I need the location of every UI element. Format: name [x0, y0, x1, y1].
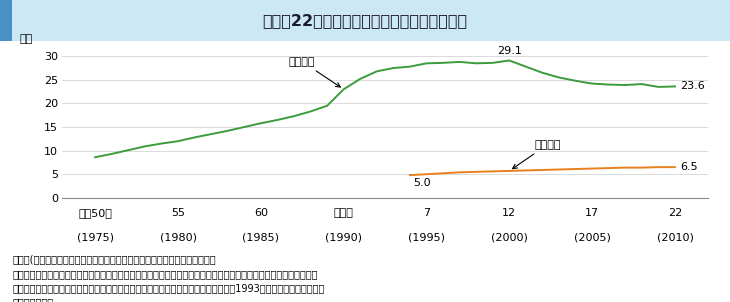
Text: (2000): (2000)	[491, 233, 528, 243]
Text: (1995): (1995)	[408, 233, 445, 243]
Y-axis label: 兆円: 兆円	[20, 34, 33, 44]
FancyBboxPatch shape	[0, 0, 12, 41]
Text: しない。: しない。	[12, 297, 53, 302]
Text: 外食産業: 外食産業	[289, 57, 340, 87]
Text: 中食産業: 中食産業	[512, 140, 561, 169]
Text: (2005): (2005)	[574, 233, 610, 243]
Text: 資料：(財）食の安全・安心財団付属機関外食産業総合調査研究センター調べ: 資料：(財）食の安全・安心財団付属機関外食産業総合調査研究センター調べ	[12, 254, 216, 265]
Text: 29.1: 29.1	[497, 46, 522, 56]
Text: 5.0: 5.0	[412, 178, 430, 188]
Text: 昭和50年: 昭和50年	[78, 208, 112, 218]
Text: 注：中食産業の市場規模は、「料理品小売業」の市場規模に百貨店や小売店等でのそう菜等の販売額を合計したも: 注：中食産業の市場規模は、「料理品小売業」の市場規模に百貨店や小売店等でのそう菜…	[12, 269, 318, 279]
Text: (2010): (2010)	[656, 233, 693, 243]
Text: 7: 7	[423, 208, 430, 218]
Text: の。外食産業の市場規模には中食産業の市場規模は含まない。また、平成５（1993）年以前のデータは存在: の。外食産業の市場規模には中食産業の市場規模は含まない。また、平成５（1993）…	[12, 283, 325, 293]
Text: (1990): (1990)	[325, 233, 362, 243]
Text: 6.5: 6.5	[680, 162, 698, 172]
Text: 60: 60	[254, 208, 268, 218]
Text: 23.6: 23.6	[680, 82, 704, 92]
Text: (1980): (1980)	[160, 233, 196, 243]
Text: (1985): (1985)	[242, 233, 280, 243]
Text: 平成２: 平成２	[334, 208, 353, 218]
Text: 55: 55	[171, 208, 185, 218]
Text: (1975): (1975)	[77, 233, 114, 243]
FancyBboxPatch shape	[0, 0, 730, 41]
Text: 図２－22　外食・中食産業の市場規模の推移: 図２－22 外食・中食産業の市場規模の推移	[263, 13, 467, 28]
Text: 17: 17	[585, 208, 599, 218]
Text: 22: 22	[668, 208, 682, 218]
Text: 12: 12	[502, 208, 516, 218]
